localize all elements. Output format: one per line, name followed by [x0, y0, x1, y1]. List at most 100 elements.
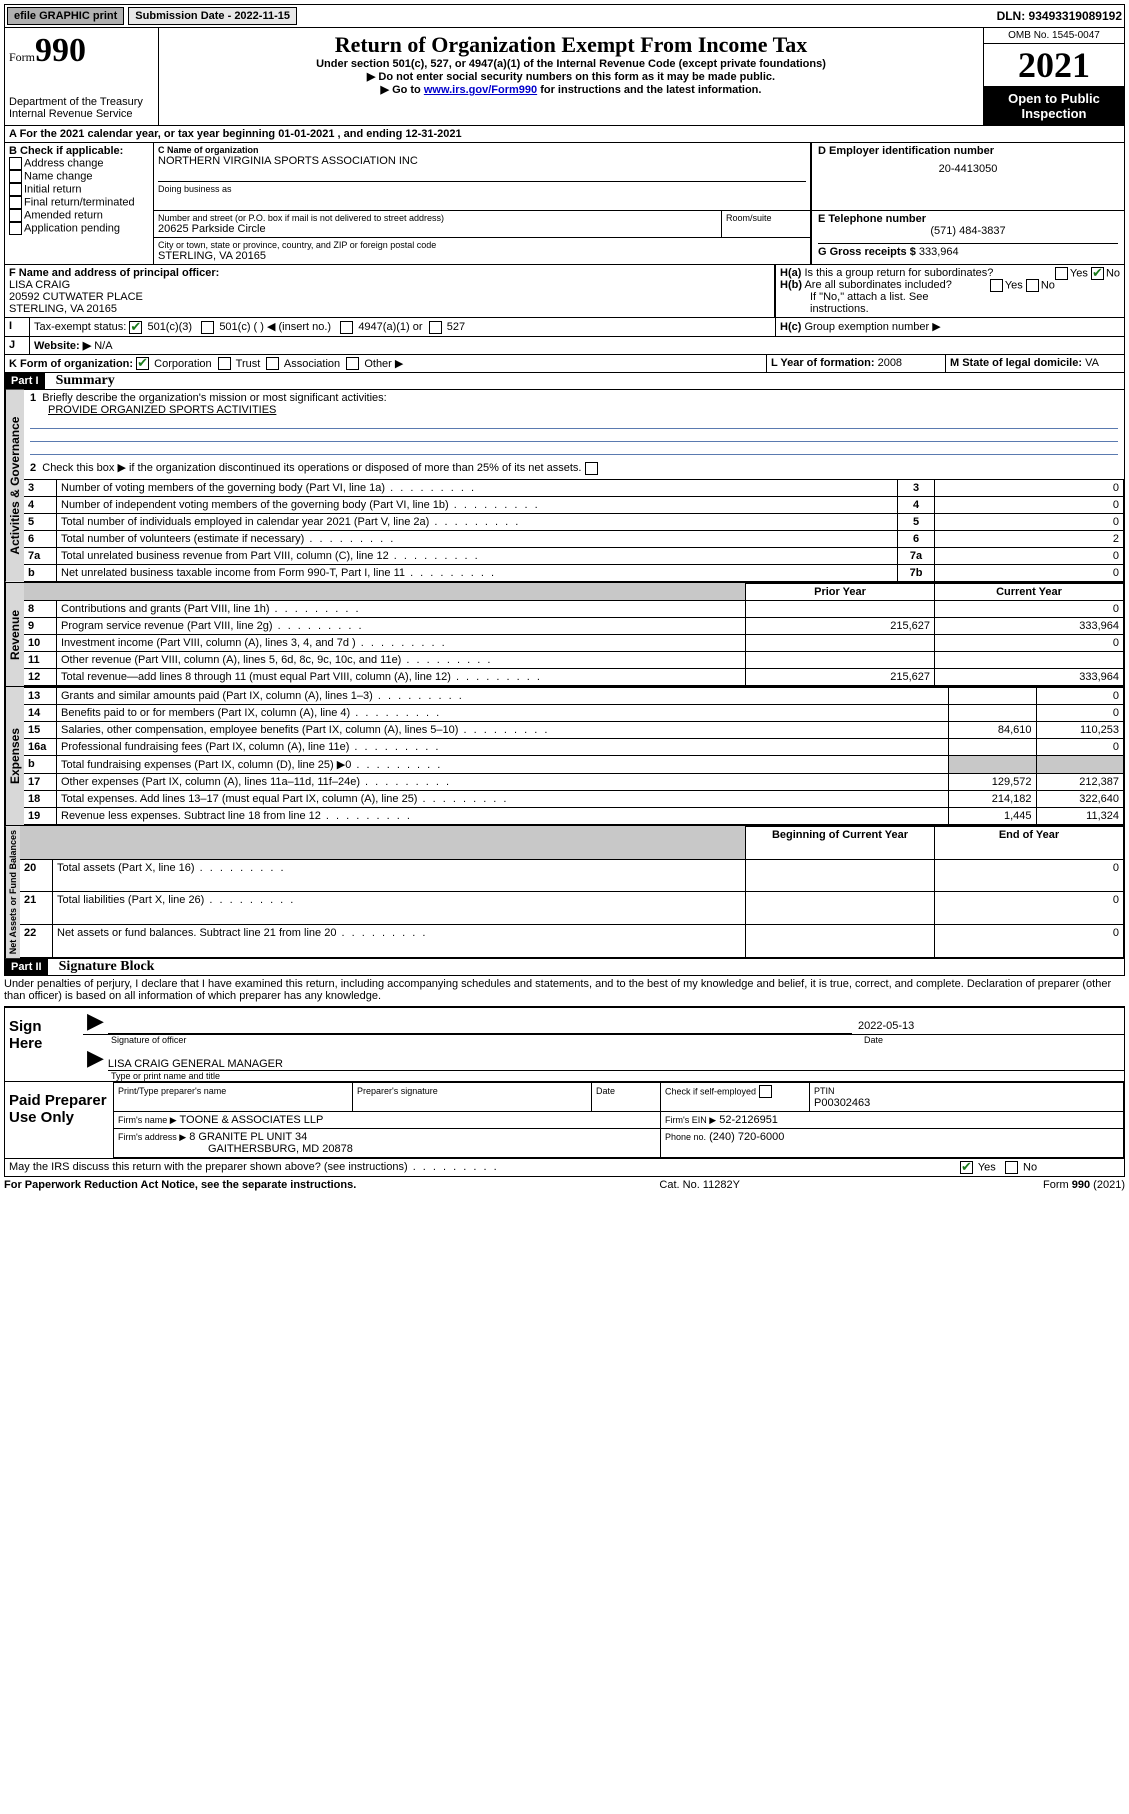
- officer-typed: LISA CRAIG GENERAL MANAGER: [108, 1058, 283, 1070]
- chk-assoc[interactable]: [266, 357, 279, 370]
- tab-expenses: Expenses: [5, 687, 24, 825]
- chk-name[interactable]: [9, 170, 22, 183]
- tab-revenue: Revenue: [5, 583, 24, 686]
- chk-501c[interactable]: [201, 321, 214, 334]
- mission: PROVIDE ORGANIZED SPORTS ACTIVITIES: [48, 404, 276, 416]
- dept-label: Department of the Treasury: [9, 96, 154, 108]
- officer-name: LISA CRAIG: [9, 279, 70, 291]
- governance-table: 3 Number of voting members of the govern…: [24, 479, 1124, 582]
- street: 20625 Parkside Circle: [158, 223, 717, 235]
- form-footer: Form 990 (2021): [1043, 1179, 1125, 1191]
- irs-label: Internal Revenue Service: [9, 108, 154, 120]
- note-goto: ▶ Go to www.irs.gov/Form990 for instruct…: [167, 83, 975, 96]
- ha-yes[interactable]: [1055, 267, 1068, 280]
- line-a: A For the 2021 calendar year, or tax yea…: [5, 126, 1124, 143]
- part-ii-header: Part II: [5, 959, 48, 975]
- chk-501c3[interactable]: [129, 321, 142, 334]
- sign-arrow-icon: ▶: [83, 1008, 108, 1034]
- note-ssn: ▶ Do not enter social security numbers o…: [167, 70, 975, 83]
- chk-address[interactable]: [9, 157, 22, 170]
- hb-no[interactable]: [1026, 279, 1039, 292]
- officer-addr1: 20592 CUTWATER PLACE: [9, 291, 143, 303]
- paid-preparer: Paid Preparer Use Only: [5, 1082, 113, 1158]
- open-inspection: Open to Public Inspection: [984, 87, 1124, 125]
- chk-pending[interactable]: [9, 222, 22, 235]
- omb-number: OMB No. 1545-0047: [984, 28, 1124, 44]
- part-ii-title: Signature Block: [59, 959, 155, 974]
- ein: 20-4413050: [818, 157, 1118, 181]
- preparer-table: Print/Type preparer's name Preparer's si…: [113, 1082, 1124, 1158]
- part-i: Part I Summary Activities & Governance 1…: [4, 373, 1125, 959]
- signature-block: Sign Here ▶ 2022-05-13 Signature of offi…: [4, 1006, 1125, 1159]
- part-ii: Part II Signature Block: [4, 959, 1125, 976]
- form-header: Form990 Department of the Treasury Inter…: [4, 28, 1125, 126]
- paperwork-notice: For Paperwork Reduction Act Notice, see …: [4, 1179, 356, 1191]
- expenses-table: 13 Grants and similar amounts paid (Part…: [24, 687, 1124, 825]
- chk-amended[interactable]: [9, 209, 22, 222]
- sign-arrow-icon-2: ▶: [83, 1045, 108, 1071]
- main-title: Return of Organization Exempt From Incom…: [167, 32, 975, 58]
- year-formation: 2008: [878, 357, 902, 369]
- discuss-no[interactable]: [1005, 1161, 1018, 1174]
- dln-label: DLN: 93493319089192: [997, 9, 1122, 23]
- sub-title: Under section 501(c), 527, or 4947(a)(1)…: [167, 58, 975, 70]
- phone: (571) 484-3837: [818, 225, 1118, 237]
- efile-button[interactable]: efile GRAPHIC print: [7, 7, 124, 25]
- city-label: City or town, state or province, country…: [158, 240, 806, 250]
- top-bar: efile GRAPHIC print Submission Date - 20…: [4, 4, 1125, 28]
- chk-527[interactable]: [429, 321, 442, 334]
- revenue-table: Prior Year Current Year8 Contributions a…: [24, 583, 1124, 686]
- b-title: B Check if applicable:: [9, 145, 149, 157]
- entity-section: A For the 2021 calendar year, or tax yea…: [4, 126, 1125, 373]
- firm-phone: (240) 720-6000: [709, 1131, 784, 1143]
- form-word: Form: [9, 50, 35, 64]
- h-note: If "No," attach a list. See instructions…: [780, 291, 1120, 315]
- footer: For Paperwork Reduction Act Notice, see …: [4, 1177, 1125, 1193]
- chk-trust[interactable]: [218, 357, 231, 370]
- tab-governance: Activities & Governance: [5, 390, 24, 582]
- firm-ein: 52-2126951: [719, 1114, 778, 1126]
- discuss-question: May the IRS discuss this return with the…: [9, 1161, 960, 1174]
- chk-corp[interactable]: [136, 357, 149, 370]
- room-label: Room/suite: [726, 213, 806, 223]
- firm-addr2: GAITHERSBURG, MD 20878: [208, 1143, 353, 1155]
- part-i-header: Part I: [5, 373, 45, 389]
- sign-date: 2022-05-13: [852, 1018, 1124, 1034]
- ptin: P00302463: [814, 1097, 870, 1109]
- part-i-title: Summary: [56, 373, 115, 388]
- hc-label: Group exemption number ▶: [804, 321, 940, 333]
- org-name: NORTHERN VIRGINIA SPORTS ASSOCIATION INC: [158, 155, 806, 167]
- submission-date: Submission Date - 2022-11-15: [128, 7, 297, 25]
- form990-link[interactable]: www.irs.gov/Form990: [424, 84, 537, 96]
- chk-4947[interactable]: [340, 321, 353, 334]
- city: STERLING, VA 20165: [158, 250, 806, 262]
- form-number: 990: [35, 32, 86, 69]
- sign-here: Sign Here: [5, 1008, 83, 1081]
- tax-year: 2021: [984, 44, 1124, 87]
- e-label: E Telephone number: [818, 213, 1118, 225]
- discuss-yes[interactable]: [960, 1161, 973, 1174]
- dba-label: Doing business as: [158, 181, 806, 194]
- firm-addr1: 8 GRANITE PL UNIT 34: [189, 1131, 307, 1143]
- tab-netassets: Net Assets or Fund Balances: [5, 826, 20, 958]
- line1-label: Briefly describe the organization's miss…: [42, 392, 386, 404]
- cat-no: Cat. No. 11282Y: [659, 1179, 740, 1191]
- gross-receipts: 333,964: [919, 246, 959, 258]
- chk-other[interactable]: [346, 357, 359, 370]
- website: N/A: [94, 340, 112, 352]
- chk-discontinued[interactable]: [585, 462, 598, 475]
- chk-self-employed[interactable]: [759, 1085, 772, 1098]
- state-domicile: VA: [1085, 357, 1099, 369]
- ha-no[interactable]: [1091, 267, 1104, 280]
- chk-initial[interactable]: [9, 183, 22, 196]
- d-label: D Employer identification number: [818, 145, 1118, 157]
- officer-addr2: STERLING, VA 20165: [9, 303, 117, 315]
- chk-final[interactable]: [9, 196, 22, 209]
- c-label: C Name of organization: [158, 145, 806, 155]
- netassets-table: Beginning of Current Year End of Year20 …: [20, 826, 1124, 958]
- firm-name: TOONE & ASSOCIATES LLP: [180, 1114, 324, 1126]
- street-label: Number and street (or P.O. box if mail i…: [158, 213, 717, 223]
- g-label: G Gross receipts $: [818, 246, 916, 258]
- f-label: F Name and address of principal officer:: [9, 267, 219, 279]
- hb-yes[interactable]: [990, 279, 1003, 292]
